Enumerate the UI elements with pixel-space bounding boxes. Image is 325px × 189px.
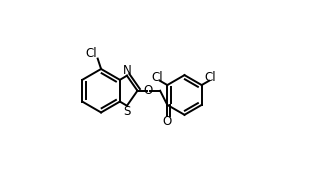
Text: N: N — [123, 64, 132, 77]
Text: Cl: Cl — [151, 71, 163, 84]
Text: Cl: Cl — [205, 71, 216, 84]
Text: Cl: Cl — [86, 47, 97, 60]
Text: S: S — [124, 105, 131, 118]
Text: O: O — [163, 115, 172, 128]
Text: O: O — [144, 84, 153, 97]
